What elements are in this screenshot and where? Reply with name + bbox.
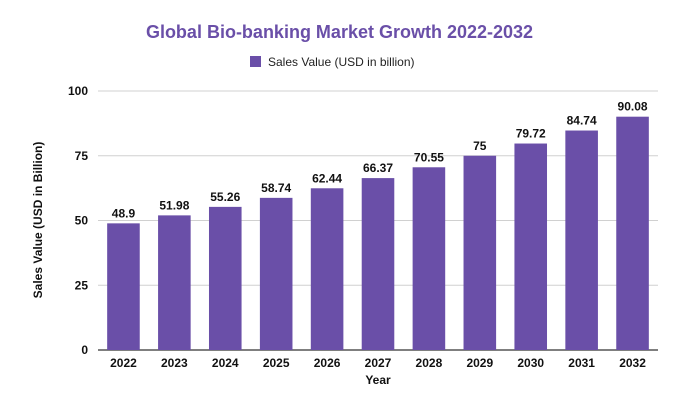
y-tick-label: 0 (81, 343, 88, 357)
chart-title: Global Bio-banking Market Growth 2022-20… (146, 22, 533, 42)
data-label: 70.55 (414, 150, 444, 164)
y-tick-label: 50 (75, 214, 89, 228)
x-axis-label: Year (365, 373, 391, 387)
legend-label: Sales Value (USD in billion) (268, 55, 415, 69)
x-tick-label: 2031 (568, 356, 595, 370)
x-tick-label: 2027 (365, 356, 392, 370)
data-label: 51.98 (159, 198, 189, 212)
bar (514, 143, 548, 350)
bar (565, 130, 598, 350)
bar (259, 197, 293, 350)
x-tick-label: 2028 (416, 356, 443, 370)
data-label: 84.74 (567, 114, 597, 128)
data-label: 48.9 (112, 206, 136, 220)
legend: Sales Value (USD in billion) (250, 55, 415, 69)
bar (463, 155, 497, 350)
bar (158, 215, 191, 350)
bar (310, 188, 344, 350)
x-tick-label: 2024 (212, 356, 239, 370)
x-axis-ticks: 2022 2023 2024 2025 2026 2027 2028 2029 2030 2031… (110, 356, 646, 370)
y-axis-ticks: 0 25 50 75 100 (68, 84, 88, 357)
x-tick-label: 2032 (619, 356, 646, 370)
x-tick-label: 2030 (517, 356, 544, 370)
bar (412, 167, 446, 350)
bar (208, 206, 242, 350)
bar (107, 223, 140, 350)
x-tick-label: 2026 (314, 356, 341, 370)
legend-swatch (250, 56, 261, 67)
data-label: 58.74 (261, 181, 291, 195)
data-label: 66.37 (363, 161, 393, 175)
y-axis-label: Sales Value (USD in Billion) (31, 142, 45, 299)
x-tick-label: 2022 (110, 356, 137, 370)
data-label: 55.26 (210, 190, 240, 204)
bar (361, 178, 395, 350)
bars (107, 116, 649, 350)
data-label: 90.08 (618, 100, 648, 114)
data-labels: 48.9 51.98 55.26 58.74 62.44 66.37 70.55 75 79.7… (112, 100, 648, 221)
x-tick-label: 2029 (466, 356, 493, 370)
data-label: 79.72 (516, 127, 546, 141)
x-tick-label: 2023 (161, 356, 188, 370)
x-tick-label: 2025 (263, 356, 290, 370)
data-label: 62.44 (312, 171, 342, 185)
data-label: 75 (473, 139, 487, 153)
y-tick-label: 25 (75, 278, 89, 292)
bar (616, 116, 649, 350)
y-tick-label: 75 (75, 149, 89, 163)
y-tick-label: 100 (68, 84, 88, 98)
